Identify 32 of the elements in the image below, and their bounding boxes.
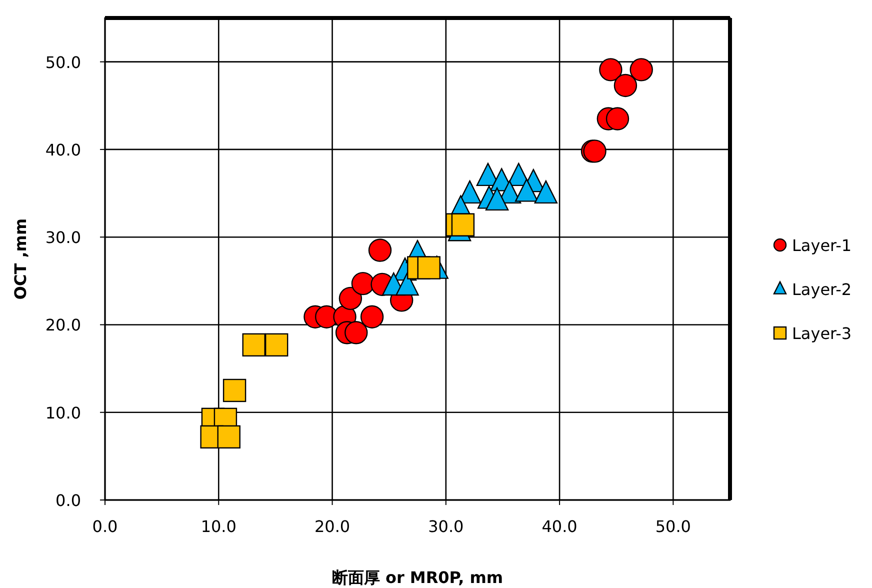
legend-label: Layer-2 (792, 280, 852, 299)
point (217, 425, 240, 448)
point (606, 107, 630, 130)
point (338, 286, 362, 310)
y-tick-label: 30.0 (45, 228, 81, 248)
point (368, 238, 392, 262)
point (630, 58, 653, 82)
point (417, 256, 440, 280)
legend-label: Layer-1 (792, 236, 852, 255)
x-tick-label: 10.0 (200, 517, 236, 536)
point (614, 74, 638, 98)
y-axis-title: OCT ,mm (11, 218, 30, 300)
point (222, 378, 246, 402)
y-tick-label: 0.0 (56, 491, 81, 510)
x-tick-label: 50.0 (655, 517, 691, 536)
y-tick-label: 10.0 (45, 403, 81, 422)
point (344, 321, 368, 344)
point (360, 305, 384, 328)
y-tick-label: 20.0 (45, 316, 81, 335)
x-tick-label: 0.0 (92, 517, 118, 536)
legend-label: Layer-3 (792, 324, 852, 343)
point (599, 58, 622, 82)
y-tick-label: 40.0 (45, 140, 81, 160)
y-tick-label: 50.0 (45, 52, 81, 72)
x-tick-label: 20.0 (314, 517, 350, 536)
point (264, 333, 288, 356)
x-tick-label: 40.0 (542, 517, 578, 536)
x-tick-label: 30.0 (428, 517, 464, 536)
point (242, 333, 266, 356)
x-axis-title: 断面厚 or MR0P, mm (332, 568, 504, 587)
point (351, 272, 375, 296)
point (451, 213, 475, 236)
